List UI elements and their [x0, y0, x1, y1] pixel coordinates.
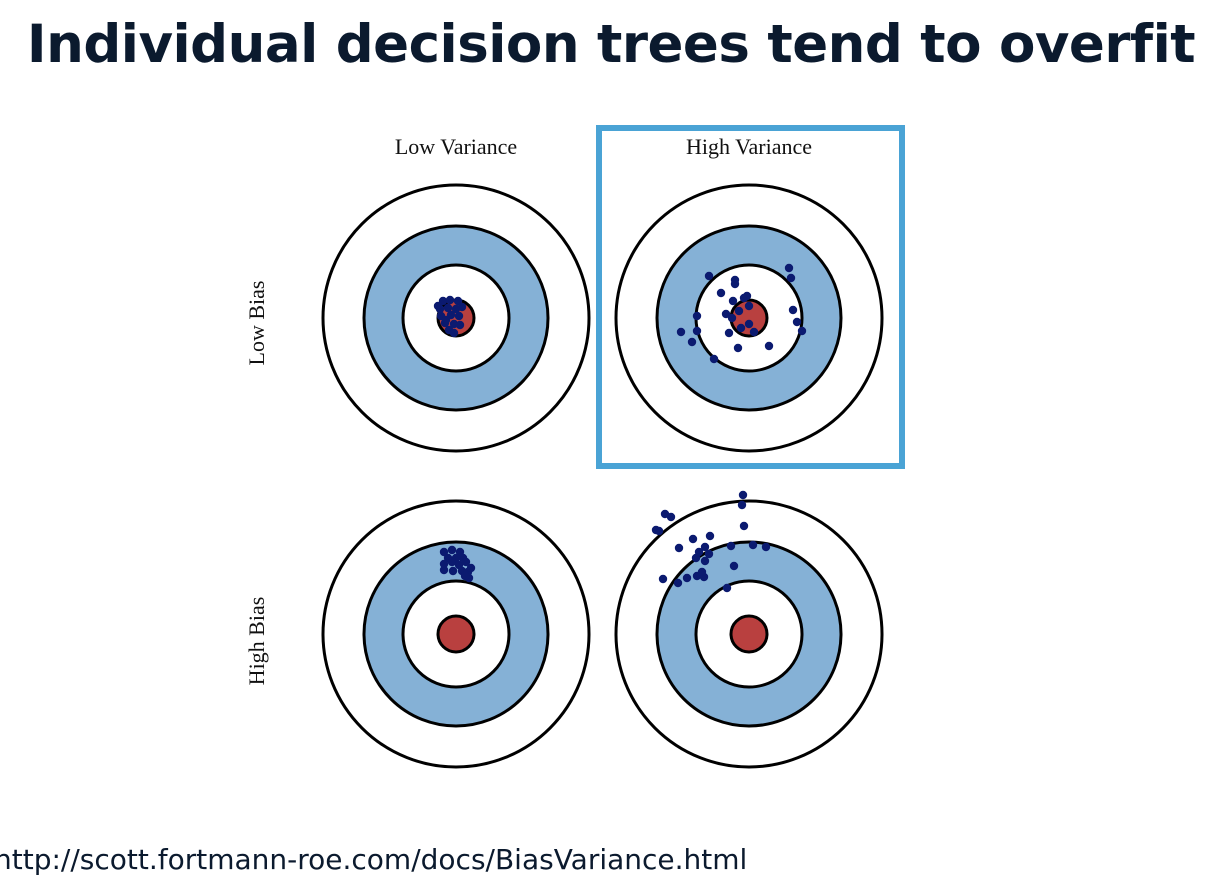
low-bias-low-variance-target: [321, 183, 591, 453]
sample-point: [673, 578, 683, 588]
sample-point: [705, 531, 715, 541]
high-bias-low-variance-target: [321, 499, 591, 769]
sample-point: [709, 354, 719, 364]
sample-point: [460, 571, 470, 581]
sample-point: [457, 302, 467, 312]
sample-point: [734, 306, 744, 316]
column-label-low-variance: Low Variance: [395, 134, 517, 159]
sample-point: [704, 549, 714, 559]
low-bias-high-variance-target: [614, 183, 884, 453]
sample-point: [786, 273, 796, 283]
sample-point: [704, 271, 714, 281]
sample-point: [461, 557, 471, 567]
sample-point: [784, 263, 794, 273]
sample-point: [448, 566, 458, 576]
sample-point: [433, 301, 443, 311]
sample-point: [692, 326, 702, 336]
sample-point: [688, 534, 698, 544]
sample-point: [447, 545, 457, 555]
sample-point: [660, 509, 670, 519]
sample-point: [447, 557, 457, 567]
sample-point: [453, 296, 463, 306]
sample-point: [449, 328, 459, 338]
sample-point: [441, 315, 451, 325]
sample-point: [749, 327, 759, 337]
sample-point: [697, 567, 707, 577]
highlight-frame: [596, 125, 905, 469]
source-url: http://scott.fortmann-roe.com/docs/BiasV…: [0, 843, 748, 876]
target-bullseye: [436, 614, 476, 654]
sample-point: [792, 317, 802, 327]
sample-point: [739, 521, 749, 531]
sample-point: [730, 279, 740, 289]
sample-point: [744, 301, 754, 311]
column-label-high-variance: High Variance: [686, 134, 812, 159]
sample-point: [651, 525, 661, 535]
sample-point: [687, 337, 697, 347]
sample-point: [691, 553, 701, 563]
sample-point: [466, 563, 476, 573]
sample-point: [722, 583, 732, 593]
sample-point: [682, 573, 692, 583]
sample-point: [788, 305, 798, 315]
sample-point: [443, 303, 453, 313]
sample-point: [658, 574, 668, 584]
sample-point: [455, 320, 465, 330]
sample-point: [797, 326, 807, 336]
row-label-low-bias: Low Bias: [244, 281, 269, 366]
sample-point: [439, 565, 449, 575]
sample-point: [700, 542, 710, 552]
sample-point: [764, 341, 774, 351]
sample-point: [439, 547, 449, 557]
sample-point: [674, 543, 684, 553]
sample-point: [738, 490, 748, 500]
sample-point: [744, 319, 754, 329]
sample-point: [439, 559, 449, 569]
sample-point: [736, 323, 746, 333]
sample-point: [676, 327, 686, 337]
sample-point: [737, 500, 747, 510]
target-bullseye: [729, 614, 769, 654]
sample-point: [726, 541, 736, 551]
sample-point: [733, 343, 743, 353]
high-bias-high-variance-target: [614, 490, 884, 769]
sample-point: [454, 311, 464, 321]
sample-point: [727, 313, 737, 323]
sample-point: [742, 291, 752, 301]
sample-point: [700, 556, 710, 566]
sample-point: [445, 295, 455, 305]
sample-point: [729, 561, 739, 571]
sample-point: [721, 309, 731, 319]
sample-point: [724, 328, 734, 338]
row-label-high-bias: High Bias: [244, 597, 269, 686]
sample-point: [761, 542, 771, 552]
sample-point: [728, 296, 738, 306]
page-title: Individual decision trees tend to overfi…: [26, 14, 1196, 75]
sample-point: [748, 540, 758, 550]
sample-point: [692, 311, 702, 321]
sample-point: [716, 288, 726, 298]
